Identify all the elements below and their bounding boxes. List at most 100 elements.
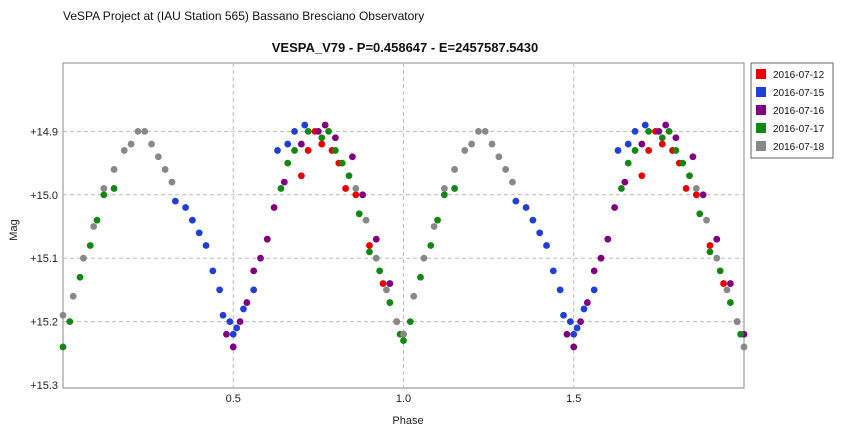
data-point (226, 318, 234, 325)
data-point (733, 318, 741, 325)
data-point (383, 286, 390, 294)
data-point (655, 127, 663, 135)
data-point (362, 216, 370, 224)
data-point (332, 134, 339, 142)
data-point (202, 242, 210, 249)
data-point (638, 172, 646, 180)
x-tick-label: 0.5 (226, 393, 241, 405)
data-point (233, 324, 241, 332)
data-point (611, 204, 619, 211)
data-point (209, 267, 217, 275)
data-point (590, 267, 598, 275)
data-point (66, 318, 74, 325)
data-point (297, 140, 305, 148)
data-point (318, 134, 326, 142)
data-point (352, 191, 360, 199)
data-point (427, 242, 435, 249)
data-point (366, 242, 373, 249)
data-point (229, 343, 237, 351)
legend-label: 2016-07-17 (773, 124, 825, 135)
data-point (536, 229, 544, 237)
data-point (161, 166, 169, 173)
data-point (386, 280, 394, 287)
data-point (263, 235, 271, 243)
data-point (703, 216, 710, 224)
data-point (658, 140, 666, 148)
data-point (672, 147, 680, 154)
data-point (400, 330, 407, 338)
data-point (69, 292, 77, 300)
data-point (410, 292, 418, 300)
data-point (332, 147, 339, 154)
data-point (665, 127, 673, 135)
data-point (342, 185, 350, 192)
data-point (723, 286, 731, 294)
data-point (366, 248, 373, 256)
data-point (549, 267, 557, 275)
data-point (522, 204, 530, 211)
data-point (93, 216, 101, 224)
data-point (229, 330, 237, 338)
data-point (509, 178, 516, 186)
data-point (740, 343, 748, 351)
data-point (90, 223, 98, 230)
tick-layer: 0.5 1.0 1.5 +14.9 +15.0 +15.1 +15.2 +15.3 (30, 126, 581, 405)
legend: 2016-07-12 2016-07-15 2016-07-16 2016-07-17… (750, 62, 834, 159)
data-point (280, 178, 288, 186)
data-point (355, 210, 363, 218)
data-point (468, 140, 475, 148)
data-point (304, 127, 312, 135)
legend-swatch (756, 141, 766, 151)
data-point (488, 140, 496, 148)
y-tick-label: +15.1 (30, 253, 58, 265)
data-point (250, 286, 258, 294)
data-point (270, 204, 278, 211)
chart-title: VESPA_V79 - P=0.458647 - E=2457587.5430 (272, 40, 538, 55)
data-point (127, 140, 135, 148)
data-point (563, 330, 571, 338)
data-point (430, 223, 438, 230)
data-point (134, 127, 142, 135)
data-point (359, 191, 367, 199)
data-point (720, 280, 727, 287)
data-point (583, 299, 591, 306)
y-tick-label: +15.3 (30, 380, 58, 392)
data-point (682, 185, 690, 192)
legend-label: 2016-07-12 (773, 70, 825, 81)
data-point (141, 127, 149, 135)
data-point (658, 134, 666, 142)
data-point (417, 273, 424, 281)
data-point (304, 147, 312, 154)
data-point (284, 140, 292, 148)
data-point (440, 185, 448, 192)
data-point (372, 254, 380, 262)
data-point (451, 185, 458, 192)
data-point (120, 147, 128, 154)
data-point (512, 197, 520, 205)
data-point (318, 140, 326, 148)
data-point (645, 147, 653, 154)
legend-label: 2016-07-15 (773, 88, 825, 99)
legend-label: 2016-07-18 (773, 142, 825, 153)
y-tick-label: +15.0 (30, 190, 58, 202)
data-point (349, 153, 356, 161)
data-point (713, 254, 721, 262)
data-point (692, 185, 700, 192)
data-point (645, 127, 653, 135)
data-point (168, 178, 176, 186)
data-point (59, 311, 67, 319)
data-point (406, 318, 414, 325)
data-point (726, 299, 734, 306)
data-point (614, 147, 622, 154)
data-point (621, 178, 629, 186)
data-point (689, 153, 697, 161)
data-point (314, 127, 322, 135)
legend-swatch (756, 87, 766, 97)
data-point (696, 210, 704, 218)
data-point (641, 121, 649, 129)
data-point (631, 147, 639, 154)
data-point (726, 280, 734, 287)
data-point (325, 127, 332, 135)
data-point (345, 172, 353, 180)
